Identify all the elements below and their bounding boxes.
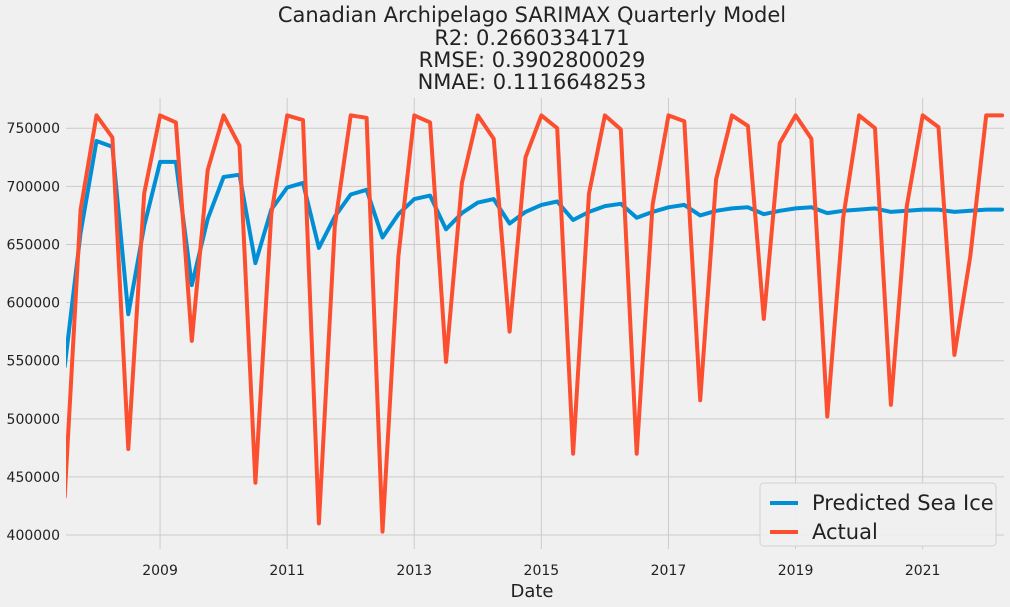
y-tick-label: 600000 — [7, 296, 60, 312]
series-layer — [66, 113, 1004, 534]
x-tick-label: 2011 — [269, 563, 305, 579]
x-tick-label: 2015 — [524, 563, 560, 579]
chart-title: Canadian Archipelago SARIMAX Quarterly M… — [278, 3, 786, 94]
x-axis-label: Date — [510, 581, 553, 602]
y-tick-label: 650000 — [7, 237, 60, 253]
legend-entry-label: Predicted Sea Ice — [812, 491, 994, 515]
x-tick-label: 2013 — [396, 563, 432, 579]
legend-entry-label: Actual — [812, 520, 878, 544]
legend: Predicted Sea Ice Actual — [759, 482, 997, 547]
x-tick-label: 2009 — [142, 563, 178, 579]
y-tick-label: 750000 — [7, 121, 60, 137]
chart-title-line-2: R2: 0.2660334171 — [434, 26, 629, 50]
x-tick-label: 2021 — [905, 563, 941, 579]
y-axis-tick-labels: 400000 450000 500000 550000 600000 650000 7000… — [7, 121, 60, 544]
y-tick-label: 450000 — [7, 470, 60, 486]
series-line-actual — [66, 113, 1004, 534]
y-tick-label: 550000 — [7, 354, 60, 370]
grid-lines — [66, 98, 1004, 549]
chart-title-line-1: Canadian Archipelago SARIMAX Quarterly M… — [278, 3, 786, 27]
chart-title-line-3: RMSE: 0.3902800029 — [419, 48, 646, 72]
y-tick-label: 400000 — [7, 528, 60, 544]
legend-box — [759, 482, 997, 547]
chart-title-line-4: NMAE: 0.1116648253 — [418, 70, 647, 94]
x-axis-tick-labels: 2009 2011 2013 2015 2017 2019 2021 — [142, 563, 940, 579]
x-tick-label: 2019 — [778, 563, 814, 579]
y-tick-label: 500000 — [7, 412, 60, 428]
y-tick-label: 700000 — [7, 179, 60, 195]
x-tick-label: 2017 — [651, 563, 687, 579]
